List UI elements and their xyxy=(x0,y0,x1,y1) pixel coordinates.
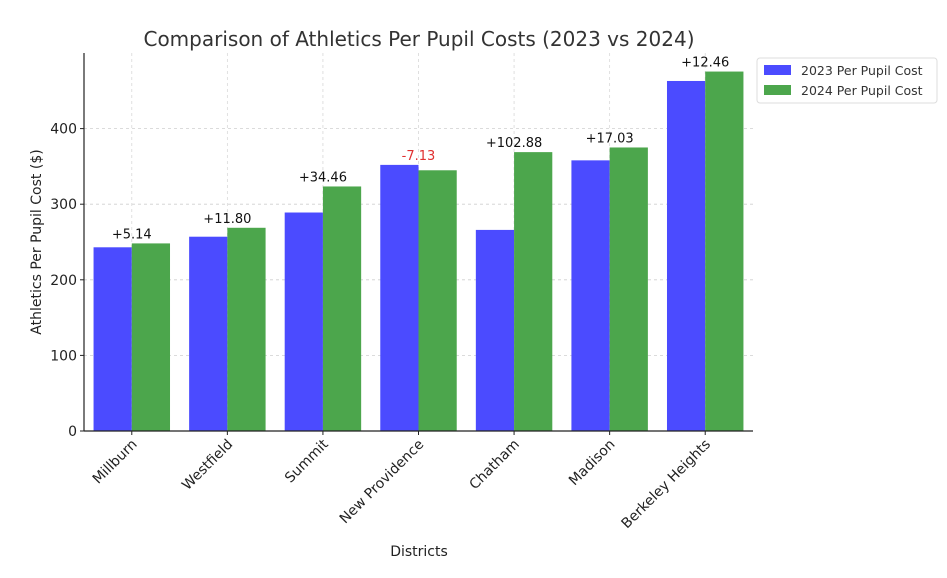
x-tick-label: Madison xyxy=(566,437,618,489)
difference-label: +12.46 xyxy=(681,56,729,71)
legend: 2023 Per Pupil Cost 2024 Per Pupil Cost xyxy=(756,57,938,104)
y-tick-label: 100 xyxy=(50,348,77,364)
legend-box xyxy=(756,57,938,104)
bar-2023 xyxy=(380,164,419,431)
y-tick-label: 400 xyxy=(50,122,77,138)
x-tick-label: Millburn xyxy=(90,437,141,488)
x-tick-label: Chatham xyxy=(466,437,522,493)
bar-2024 xyxy=(514,152,553,432)
x-tick-label: Westfield xyxy=(179,437,236,494)
difference-annotations: +5.14 +11.80 +34.46 -7.13 +102.88 +17.03 +12.4… xyxy=(112,56,729,243)
x-tick-label: Berkeley Heights xyxy=(619,437,714,532)
x-tick-label: New Providence xyxy=(337,437,428,528)
bars-group xyxy=(93,71,744,432)
x-axis-title: Districts xyxy=(390,544,448,560)
chart-title: Comparison of Athletics Per Pupil Costs … xyxy=(143,27,694,51)
bar-2023 xyxy=(666,80,706,432)
difference-label: -7.13 xyxy=(402,149,436,164)
y-tick-label: 0 xyxy=(68,424,77,440)
y-tick-label: 200 xyxy=(50,273,77,289)
bar-2024 xyxy=(227,227,266,431)
y-tick-labels: 0 100 200 300 400 xyxy=(50,122,84,440)
bar-2023 xyxy=(475,229,515,431)
x-tick-labels: Millburn Westfield Summit New Providence Cha… xyxy=(90,431,714,532)
bar-2023 xyxy=(189,236,228,431)
bar-2023 xyxy=(93,247,132,431)
legend-label: 2024 Per Pupil Cost xyxy=(801,83,923,98)
difference-label: +11.80 xyxy=(203,212,251,227)
legend-swatch xyxy=(764,65,791,75)
difference-label: +5.14 xyxy=(112,227,152,242)
bar-2024 xyxy=(418,170,457,432)
bar-2024 xyxy=(609,147,648,431)
y-tick-label: 300 xyxy=(50,197,77,213)
difference-label: +34.46 xyxy=(299,170,347,185)
legend-swatch xyxy=(764,85,791,95)
bar-2023 xyxy=(571,160,610,432)
difference-label: +17.03 xyxy=(586,131,634,146)
y-axis-title: Athletics Per Pupil Cost ($) xyxy=(29,149,45,334)
bar-2024 xyxy=(131,243,171,431)
bar-2023 xyxy=(284,212,323,431)
bar-2024 xyxy=(322,186,362,431)
x-tick-label: Summit xyxy=(282,436,332,486)
bar-2024 xyxy=(705,71,744,431)
difference-label: +102.88 xyxy=(486,136,542,151)
legend-label: 2023 Per Pupil Cost xyxy=(801,63,923,78)
